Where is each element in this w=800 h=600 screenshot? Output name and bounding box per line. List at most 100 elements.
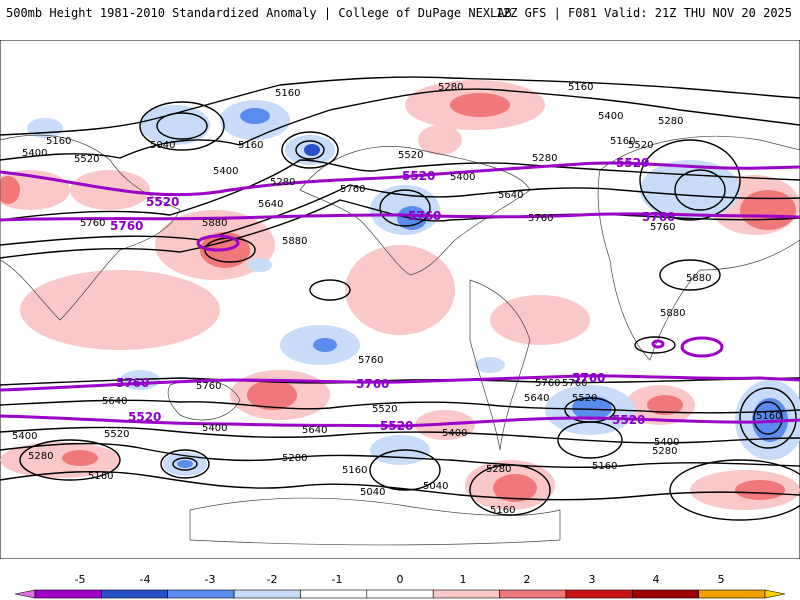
colorbar-swatch (764, 589, 786, 599)
contour-label: 5160 (756, 411, 781, 422)
highlighted-contours (0, 161, 800, 428)
highlight-labels: 5520 5520 5520 5760 5760 5760 5760 5760 … (110, 156, 675, 433)
contour-label: 5160 (275, 88, 300, 99)
contour-label: 5280 (270, 177, 295, 188)
contour-label: 5280 (532, 153, 557, 164)
contour-label: 5880 (282, 236, 307, 247)
colorbar-swatch (631, 589, 699, 599)
contour-label: 5160 (46, 136, 71, 147)
contour-label: 5160 (342, 465, 367, 476)
colorbar-ticks: -5 -4 -3 -2 -1 0 1 2 3 4 5 (75, 573, 725, 586)
contour-label: 5760 (535, 378, 560, 389)
highlight-label: 5760 (110, 219, 143, 233)
contour-label: 5880 (686, 273, 711, 284)
contour-label: 5400 (202, 423, 227, 434)
contour-label: 5520 (572, 393, 597, 404)
contour-label: 5880 (202, 218, 227, 229)
contour-label: 5640 (498, 190, 523, 201)
colorbar-tick: -2 (267, 573, 278, 586)
colorbar-tick: 3 (589, 573, 596, 586)
colorbar-swatch (499, 589, 567, 599)
anomaly-map: 5280 5160 5160 5040 5160 5400 5520 5400 … (0, 40, 800, 559)
colorbar-swatches (14, 589, 786, 599)
contour-label: 5280 (282, 453, 307, 464)
colorbar-tick: 4 (653, 573, 660, 586)
contour-label: 5760 (358, 355, 383, 366)
colorbar-tick: -1 (332, 573, 343, 586)
colorbar-tick: 5 (718, 573, 725, 586)
contour-label: 5160 (610, 136, 635, 147)
contour-label: 5760 (650, 222, 675, 233)
contour-label: 5040 (423, 481, 448, 492)
colorbar-tick: 2 (524, 573, 531, 586)
highlight-label: 5520 (146, 195, 179, 209)
contour-label: 5280 (28, 451, 53, 462)
colorbar-swatch (233, 589, 301, 599)
contour-label: 5280 (486, 464, 511, 475)
contour-label: 5520 (398, 150, 423, 161)
colorbar-swatch (14, 589, 36, 599)
contour-label: 5400 (450, 172, 475, 183)
highlight-label: 5520 (616, 156, 649, 170)
contour-label: 5520 (628, 140, 653, 151)
contour-label: 5640 (302, 425, 327, 436)
contour-label: 5760 (80, 218, 105, 229)
contour-label: 5040 (150, 140, 175, 151)
contour-label: 5280 (658, 116, 683, 127)
model-run-info: 12Z GFS | F081 Valid: 21Z THU NOV 20 202… (495, 6, 792, 20)
highlight-label: 5520 (402, 169, 435, 183)
coastlines (0, 134, 800, 546)
contour-label: 5520 (74, 154, 99, 165)
contour-label: 5640 (102, 396, 127, 407)
colorbar-tick: 1 (460, 573, 467, 586)
colorbar-swatch (167, 589, 235, 599)
highlight-label: 5520 (612, 413, 645, 427)
colorbar-tick: -4 (140, 573, 151, 586)
contour-label: 5520 (104, 429, 129, 440)
contour-label: 5160 (88, 471, 113, 482)
contour-label: 5520 (372, 404, 397, 415)
colorbar-tick: -3 (205, 573, 216, 586)
colorbar-swatch (698, 589, 766, 599)
contour-label: 5880 (660, 308, 685, 319)
highlight-label: 5760 (572, 371, 605, 385)
contour-label: 5640 (258, 199, 283, 210)
contour-label: 5040 (360, 487, 385, 498)
highlight-label: 5760 (408, 209, 441, 223)
contour-label: 5400 (598, 111, 623, 122)
contour-labels: 5280 5160 5160 5040 5160 5400 5520 5400 … (12, 82, 781, 516)
height-contours (0, 76, 800, 521)
highlight-label: 5760 (642, 210, 675, 224)
colorbar-swatch (432, 589, 500, 599)
contour-label: 5640 (524, 393, 549, 404)
colorbar-swatch (101, 589, 169, 599)
map-title: 500mb Height 1981-2010 Standardized Anom… (6, 6, 512, 20)
highlight-label: 5760 (356, 377, 389, 391)
colorbar-swatch (34, 589, 102, 599)
contour-label: 5400 (654, 437, 679, 448)
colorbar-swatch (300, 589, 368, 599)
contour-label: 5760 (196, 381, 221, 392)
contour-label: 5760 (562, 378, 587, 389)
negative-anomaly-shading (27, 100, 800, 476)
contour-label: 5280 (652, 446, 677, 457)
contour-label: 5160 (592, 461, 617, 472)
contour-label: 5760 (340, 184, 365, 195)
highlight-label: 5520 (128, 410, 161, 424)
colorbar-tick: 0 (397, 573, 404, 586)
colorbar-swatch (366, 589, 434, 599)
contour-label: 5400 (12, 431, 37, 442)
contour-label: 5160 (238, 140, 263, 151)
contour-label: 5400 (213, 166, 238, 177)
contour-label: 5760 (528, 213, 553, 224)
highlight-label: 5520 (380, 419, 413, 433)
contour-label: 5280 (438, 82, 463, 93)
colorbar-swatch (565, 589, 633, 599)
contour-label: 5400 (22, 148, 47, 159)
colorbar: -5 -4 -3 -2 -1 0 1 2 3 4 5 (14, 573, 786, 599)
contour-label: 5400 (442, 428, 467, 439)
highlight-label: 5760 (116, 376, 149, 390)
contour-label: 5160 (490, 505, 515, 516)
contour-label: 5160 (568, 82, 593, 93)
colorbar-tick: -5 (75, 573, 86, 586)
